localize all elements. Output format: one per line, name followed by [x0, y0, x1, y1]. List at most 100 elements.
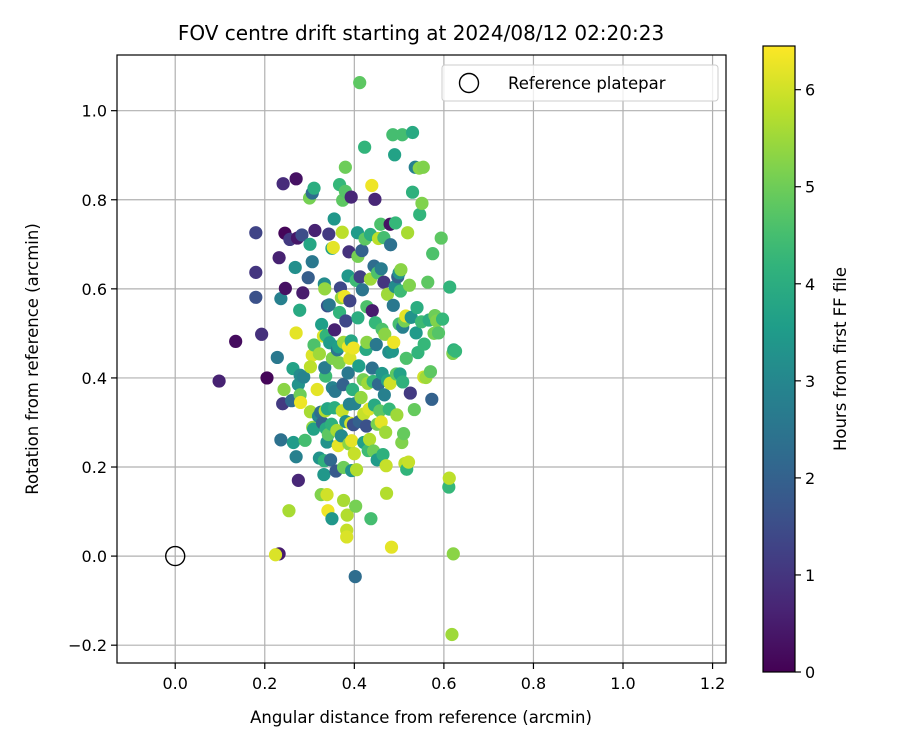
data-point: [276, 177, 290, 191]
plot-frame: [116, 54, 727, 664]
data-point: [343, 294, 357, 308]
data-point: [377, 275, 391, 289]
data-point: [394, 263, 408, 277]
y-tick-label: 1.0: [82, 102, 107, 121]
legend-entry-reference-platepar: Reference platepar: [508, 74, 666, 93]
data-point: [212, 374, 226, 388]
axes-layer: 0.0 0.2 0.4 0.6 0.8 1.0 1.2 −0.2 0.0 0.2 0.4 0.6 0.8…: [68, 54, 727, 693]
points-layer: [165, 76, 463, 642]
data-point: [343, 351, 357, 365]
y-tick-label: 0.6: [82, 280, 107, 299]
data-point: [403, 386, 417, 400]
data-point: [354, 390, 368, 405]
data-point: [341, 366, 355, 380]
y-axis-label: Rotation from reference (arcmin): [23, 223, 42, 495]
data-point: [336, 493, 351, 508]
data-point: [288, 260, 302, 275]
y-tick-label: 0.2: [82, 458, 107, 477]
colorbar: 0 1 2 3 4 5 6: [762, 45, 815, 682]
data-point: [413, 207, 427, 222]
data-point: [431, 326, 446, 340]
colorbar-tick-label: 6: [805, 81, 815, 100]
data-point: [423, 365, 438, 379]
data-point: [249, 226, 263, 240]
x-tick-label: 0.0: [162, 674, 187, 693]
data-point: [323, 453, 338, 467]
data-point: [308, 223, 322, 238]
data-point: [384, 540, 399, 554]
y-tick-label: 0.0: [82, 547, 107, 566]
data-point: [286, 435, 301, 450]
data-point: [270, 350, 284, 365]
data-point: [379, 425, 393, 439]
data-point: [399, 351, 413, 365]
data-point: [442, 471, 456, 485]
y-tick-label: −0.2: [68, 636, 107, 655]
data-point: [355, 243, 369, 258]
data-point: [368, 192, 382, 206]
data-point: [332, 356, 346, 370]
data-point: [322, 298, 336, 312]
data-point: [310, 382, 324, 397]
data-point: [274, 292, 288, 306]
data-point: [346, 341, 361, 355]
x-tick-label: 1.2: [700, 674, 725, 693]
data-point: [355, 283, 369, 297]
data-point: [416, 160, 430, 174]
data-point: [295, 228, 309, 242]
y-tick-label: 0.8: [82, 191, 107, 210]
x-axis-label: Angular distance from reference (arcmin): [250, 708, 592, 727]
data-point: [376, 447, 390, 462]
colorbar-tick-label: 3: [805, 372, 815, 391]
data-point: [229, 334, 243, 349]
data-point: [298, 433, 312, 447]
data-point: [303, 360, 318, 374]
data-point: [268, 548, 283, 562]
data-point: [340, 530, 354, 544]
data-point: [415, 196, 429, 210]
data-point: [317, 467, 331, 482]
data-point: [344, 190, 358, 204]
data-point: [353, 76, 367, 90]
colorbar-tick-label: 4: [805, 275, 815, 294]
data-point: [443, 280, 457, 294]
data-point: [401, 455, 416, 469]
data-point: [260, 371, 274, 385]
data-point: [387, 335, 401, 349]
data-point: [365, 361, 379, 375]
data-point: [328, 323, 342, 337]
data-point: [335, 225, 349, 239]
data-point: [396, 375, 410, 389]
data-point: [364, 512, 378, 526]
data-point: [379, 486, 394, 500]
data-point: [374, 415, 388, 429]
y-tick-label: 0.4: [82, 369, 107, 388]
data-point: [340, 508, 354, 522]
data-point: [315, 317, 329, 332]
grid-layer: [117, 55, 726, 663]
data-point: [426, 247, 440, 261]
data-point: [326, 240, 340, 255]
data-point: [388, 148, 402, 162]
data-point: [289, 172, 303, 186]
reference-platepar-marker: [165, 545, 186, 567]
data-point: [421, 275, 435, 289]
data-point: [409, 326, 423, 340]
data-point: [374, 217, 388, 231]
data-point: [369, 337, 383, 352]
colorbar-gradient: [763, 46, 795, 672]
data-point: [365, 304, 379, 318]
data-point: [249, 265, 263, 279]
data-point: [383, 376, 397, 390]
data-point: [327, 212, 341, 226]
data-point: [325, 512, 339, 526]
colorbar-tick-label: 1: [805, 566, 815, 585]
data-point: [293, 395, 308, 410]
data-point: [417, 337, 431, 351]
x-tick-label: 0.2: [252, 674, 277, 693]
data-point: [289, 450, 303, 464]
x-tick-label: 0.4: [342, 674, 367, 693]
data-point: [353, 270, 367, 284]
data-point: [384, 238, 398, 252]
